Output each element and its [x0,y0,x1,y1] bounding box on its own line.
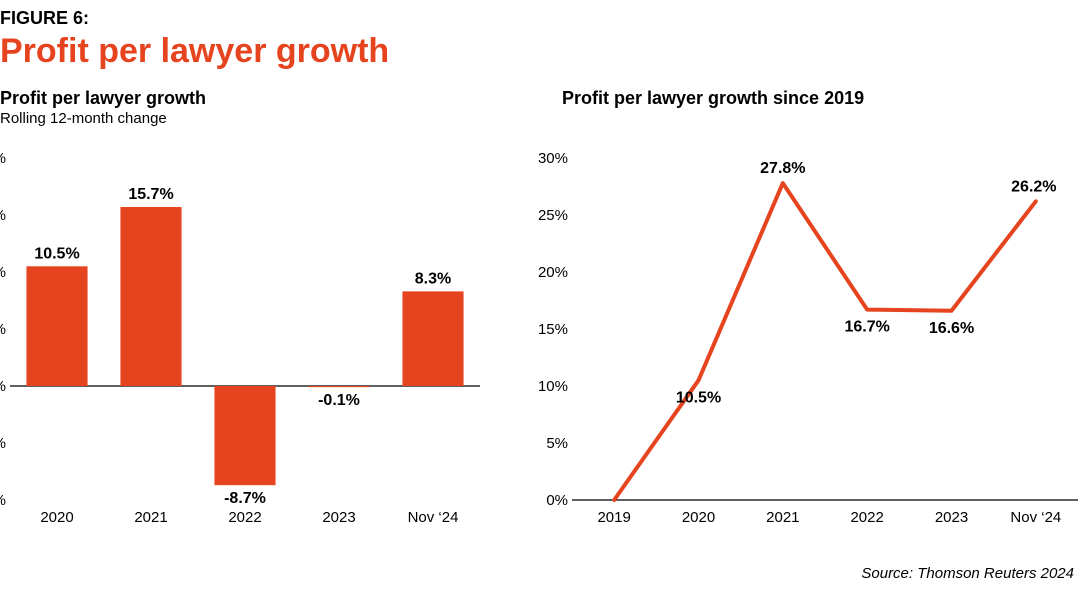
svg-text:27.8%: 27.8% [760,160,805,177]
svg-text:10.5%: 10.5% [34,245,79,262]
svg-text:30%: 30% [538,150,568,167]
svg-text:5%: 5% [0,321,6,338]
svg-text:Nov ‘24: Nov ‘24 [408,509,459,526]
svg-text:2023: 2023 [935,509,968,526]
svg-text:Nov ‘24: Nov ‘24 [1010,509,1061,526]
bar [214,386,275,485]
svg-text:8.3%: 8.3% [415,270,451,287]
svg-text:10%: 10% [0,264,6,281]
svg-text:-8.7%: -8.7% [224,490,266,507]
svg-text:26.2%: 26.2% [1011,178,1056,195]
svg-text:2019: 2019 [597,509,630,526]
svg-text:-0.1%: -0.1% [318,392,360,409]
line-series [614,183,1036,500]
source-text: Source: Thomson Reuters 2024 [861,565,1074,582]
svg-text:16.7%: 16.7% [844,319,889,336]
svg-text:16.6%: 16.6% [929,320,974,337]
svg-text:2022: 2022 [850,509,883,526]
svg-text:-10%: -10% [0,492,6,509]
svg-text:2020: 2020 [40,509,73,526]
svg-text:2022: 2022 [228,509,261,526]
svg-text:2023: 2023 [322,509,355,526]
svg-text:20%: 20% [538,264,568,281]
bar [120,207,181,386]
svg-text:2020: 2020 [682,509,715,526]
svg-text:15%: 15% [538,321,568,338]
svg-text:0%: 0% [546,492,568,509]
svg-text:15.7%: 15.7% [128,186,173,203]
bar [308,386,369,387]
svg-text:25%: 25% [538,207,568,224]
svg-text:2021: 2021 [134,509,167,526]
svg-text:10.5%: 10.5% [676,389,721,406]
svg-text:15%: 15% [0,207,6,224]
svg-text:10%: 10% [538,378,568,395]
svg-text:0%: 0% [0,378,6,395]
svg-text:5%: 5% [546,435,568,452]
svg-text:20%: 20% [0,150,6,167]
svg-text:-5%: -5% [0,435,6,452]
svg-text:2021: 2021 [766,509,799,526]
bar [26,266,87,386]
bar [402,291,463,386]
chart-canvas: -10% -5% 0% 5% 10% 15% 20% 10.5% 2020 15.7% 2021 -8… [0,0,1080,596]
